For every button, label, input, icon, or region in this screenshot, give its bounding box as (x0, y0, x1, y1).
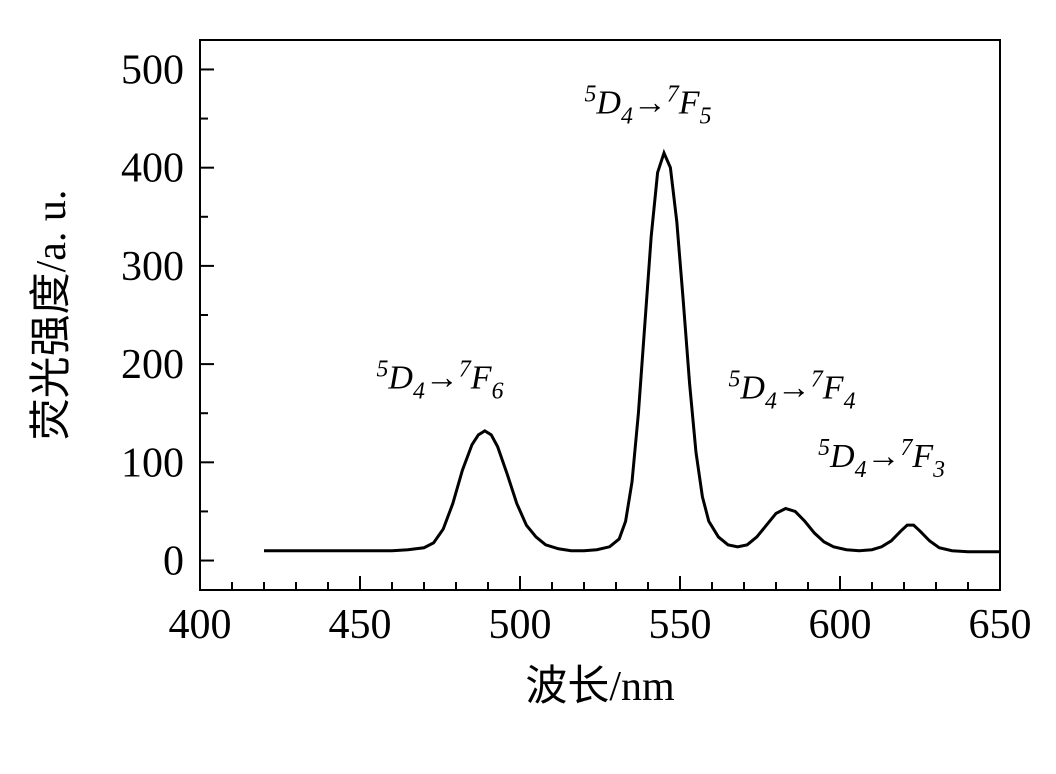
y-tick-label: 300 (121, 244, 184, 290)
x-tick-label: 500 (489, 602, 552, 648)
peak-label-a1: 5D4→7F6 (377, 357, 504, 405)
y-tick-label: 0 (163, 539, 184, 585)
x-tick-label: 550 (649, 602, 712, 648)
x-tick-label: 400 (169, 602, 232, 648)
chart-svg: 400 450 500 550 600 650 0 100 200 300 400 500 波长/nm 荧… (0, 0, 1056, 774)
y-tick-label: 100 (121, 440, 184, 486)
y-tick-label: 200 (121, 342, 184, 388)
y-tick-label: 400 (121, 146, 184, 192)
y-tick-label: 500 (121, 47, 184, 93)
peak-label-a4: 5D4→7F3 (818, 435, 945, 483)
y-axis-title: 荧光强度/a. u. (29, 190, 75, 441)
peak-label-a2: 5D4→7F5 (585, 82, 712, 130)
peak-label-a3: 5D4→7F4 (729, 366, 856, 414)
spectrum-chart: 400 450 500 550 600 650 0 100 200 300 400 500 波长/nm 荧… (0, 0, 1056, 774)
spectrum-line (264, 153, 1000, 552)
x-tick-label: 600 (809, 602, 872, 648)
x-axis-title: 波长/nm (525, 664, 675, 710)
x-tick-label: 450 (329, 602, 392, 648)
x-tick-label: 650 (969, 602, 1032, 648)
